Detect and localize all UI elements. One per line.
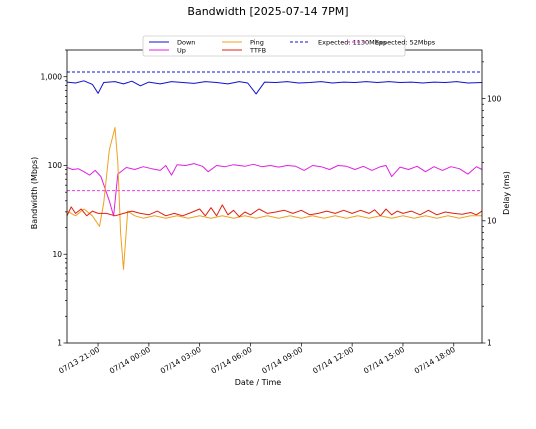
series-ttfb-line xyxy=(66,204,483,218)
y-left-tick-label: 100 xyxy=(48,161,63,170)
x-tick-label: 07/14 12:00 xyxy=(311,345,355,376)
legend-label-3: TTFB xyxy=(249,46,266,54)
y-left-tick-label: 1 xyxy=(57,339,62,348)
y-right-tick-label: 1 xyxy=(487,339,492,348)
plot-area xyxy=(66,71,483,270)
x-tick-label: 07/14 06:00 xyxy=(209,345,253,376)
series-ping-line xyxy=(66,127,482,270)
y-axis-left-label: Bandwidth (Mbps) xyxy=(30,157,39,230)
y-left-tick-label: 1,000 xyxy=(41,72,63,81)
legend-box xyxy=(142,35,406,57)
y-right-tick-label: 100 xyxy=(487,94,502,103)
x-axis-label: Date / Time xyxy=(235,378,282,387)
x-tick-label: 07/13 21:00 xyxy=(57,345,101,376)
x-tick-label: 07/14 09:00 xyxy=(260,345,304,376)
legend-label-1: Up xyxy=(177,46,186,54)
y-right-tick-label: 10 xyxy=(487,217,497,226)
x-tick-label: 07/14 03:00 xyxy=(159,345,203,376)
legend-label-2: Ping xyxy=(250,38,264,46)
chart-title: Bandwidth [2025-07-14 7PM] xyxy=(187,5,348,18)
x-tick-label: 07/14 18:00 xyxy=(413,345,457,376)
y-left-tick-label: 10 xyxy=(52,250,62,259)
series-down-line xyxy=(66,80,483,95)
x-tick-label: 07/14 00:00 xyxy=(108,345,152,376)
legend-label-0: Down xyxy=(177,38,195,46)
legend-label-5: Expected: 52Mbps xyxy=(375,38,436,46)
series-up-line xyxy=(66,163,483,217)
plot-frame xyxy=(66,49,483,344)
y-axis-right-label: Delay (ms) xyxy=(502,171,511,215)
x-tick-label: 07/14 15:00 xyxy=(362,345,406,376)
